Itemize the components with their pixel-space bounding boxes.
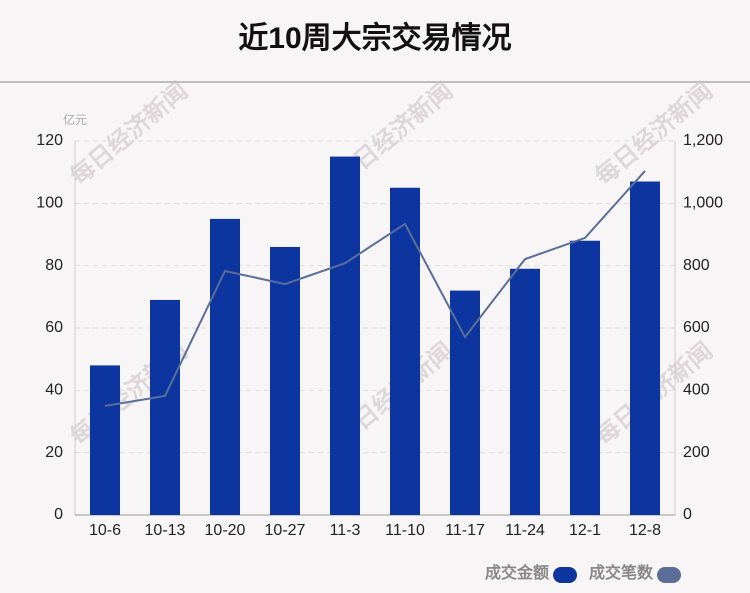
y2-tick-label: 1,200: [683, 132, 723, 149]
legend-label: 成交金额: [485, 563, 549, 582]
x-tick-label: 11-24: [505, 522, 545, 539]
x-tick-label: 11-17: [445, 522, 485, 539]
y-tick-label: 100: [36, 195, 63, 212]
bar: [330, 156, 360, 516]
bar: [510, 268, 540, 515]
y-tick-label: 20: [45, 444, 63, 461]
y-tick-label: 120: [36, 132, 63, 149]
x-tick-label: 10-27: [265, 522, 306, 539]
x-tick-label: 10-13: [145, 522, 186, 539]
y-tick-label: 80: [45, 257, 63, 274]
y2-tick-label: 0: [683, 506, 692, 523]
x-tick-label: 12-8: [629, 522, 661, 539]
bar: [450, 290, 480, 515]
bar: [390, 187, 420, 515]
bar: [270, 246, 300, 515]
legend-label: 成交笔数: [589, 563, 654, 582]
x-tick-label: 11-10: [385, 522, 425, 539]
y-unit: 亿元: [63, 112, 87, 127]
y-tick-label: 60: [45, 319, 63, 336]
y2-tick-label: 800: [683, 257, 710, 274]
bar: [570, 240, 600, 515]
line: [104, 170, 646, 407]
bar: [90, 365, 120, 515]
y2-tick-label: 400: [683, 382, 710, 399]
y-tick-label: 0: [54, 506, 63, 523]
y2-tick-label: 600: [683, 319, 710, 336]
bar: [630, 181, 660, 515]
bar: [150, 299, 180, 515]
y2-tick-label: 1,000: [683, 195, 723, 212]
x-tick-label: 11-3: [330, 522, 361, 539]
y2-tick-label: 200: [683, 444, 710, 461]
chart-title: 近10周大宗交易情况: [238, 21, 511, 55]
x-tick-label: 10-20: [205, 522, 246, 539]
legend-swatch: [657, 567, 682, 583]
y-tick-label: 40: [45, 382, 63, 399]
x-tick-label: 12-1: [569, 522, 601, 539]
bar: [210, 218, 240, 515]
legend-swatch: [553, 567, 578, 583]
x-tick-label: 10-6: [89, 522, 121, 539]
